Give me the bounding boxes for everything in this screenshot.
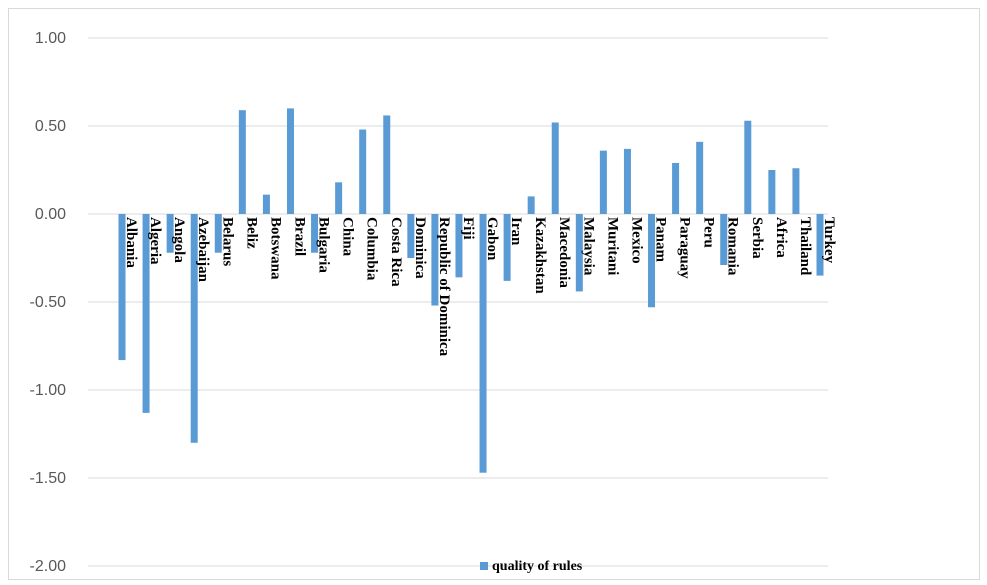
y-tick-label: 0.00 — [35, 206, 66, 223]
bar — [792, 168, 800, 214]
bar — [214, 214, 222, 253]
category-label: Serbia — [749, 217, 765, 259]
category-label: Costa Rica — [388, 217, 404, 287]
bar — [407, 214, 415, 258]
category-label: Peru — [701, 217, 717, 248]
y-tick-label: -2.00 — [30, 558, 67, 575]
y-tick-label: -0.50 — [30, 294, 67, 311]
category-label: Algeria — [147, 217, 163, 265]
category-label: Brazil — [291, 217, 307, 256]
category-label: Iran — [508, 217, 524, 246]
category-label: Albania — [123, 217, 139, 268]
y-tick-label: -1.00 — [30, 382, 67, 399]
bar — [575, 214, 583, 292]
bar — [335, 182, 343, 214]
y-tick-label: -1.50 — [30, 470, 67, 487]
bar — [238, 110, 246, 214]
gridlines — [88, 37, 828, 567]
bar — [479, 214, 487, 473]
bar — [262, 194, 270, 214]
category-label: Kazakhstan — [532, 217, 548, 294]
category-label: Belarus — [219, 217, 235, 266]
category-label: Panam — [653, 217, 669, 263]
bar — [623, 148, 631, 214]
category-label: Dominica — [412, 217, 428, 279]
category-label: Columbia — [364, 217, 380, 281]
bar — [359, 129, 367, 214]
bar — [118, 214, 126, 361]
category-label: Fiji — [460, 217, 476, 240]
category-label: Muritani — [604, 217, 620, 275]
category-label: Macedonia — [556, 217, 572, 288]
bar — [383, 115, 391, 214]
category-labels: Albania Algeria Angola Azebaijan Belarus Beli… — [123, 217, 837, 357]
category-label: Botswana — [267, 217, 283, 280]
bar — [142, 214, 150, 413]
category-label: Paraguay — [677, 217, 693, 279]
category-label: Gabon — [484, 217, 500, 261]
bar — [696, 141, 704, 214]
y-tick-label: 1.00 — [35, 30, 66, 47]
category-label: Bulgaria — [316, 217, 332, 273]
bar — [311, 214, 319, 253]
category-label: Mexico — [628, 217, 644, 264]
category-label: Malaysia — [580, 217, 596, 276]
category-label: Thailand — [797, 217, 813, 276]
category-label: Republic of Dominica — [436, 217, 452, 357]
bar — [431, 214, 439, 306]
bar — [648, 214, 656, 308]
bar — [672, 162, 680, 214]
bar — [816, 214, 824, 276]
bar — [527, 196, 535, 214]
y-tick-label: 0.50 — [35, 118, 66, 135]
bar — [503, 214, 511, 281]
category-label: Angola — [171, 217, 187, 263]
legend: quality of rules — [480, 559, 583, 574]
legend-label: quality of rules — [492, 559, 583, 574]
bar — [166, 214, 174, 253]
bar — [455, 214, 463, 278]
bars — [118, 108, 824, 473]
category-label: Romania — [725, 217, 741, 276]
bar — [768, 170, 776, 214]
category-label: Africa — [773, 217, 789, 258]
bar — [190, 214, 198, 443]
y-axis-ticks: 1.00 0.50 0.00 -0.50 -1.00 -1.50 -2.00 — [30, 30, 67, 575]
category-label: Turkey — [821, 217, 837, 264]
bar — [744, 120, 752, 214]
legend-swatch — [480, 562, 488, 570]
bar — [551, 122, 559, 214]
category-label: China — [340, 217, 356, 257]
bar — [286, 108, 294, 214]
category-label: Azebaijan — [195, 217, 211, 283]
chart-frame — [8, 8, 980, 580]
bar — [720, 214, 728, 266]
bar — [599, 150, 607, 214]
category-label: Beliz — [243, 217, 259, 249]
